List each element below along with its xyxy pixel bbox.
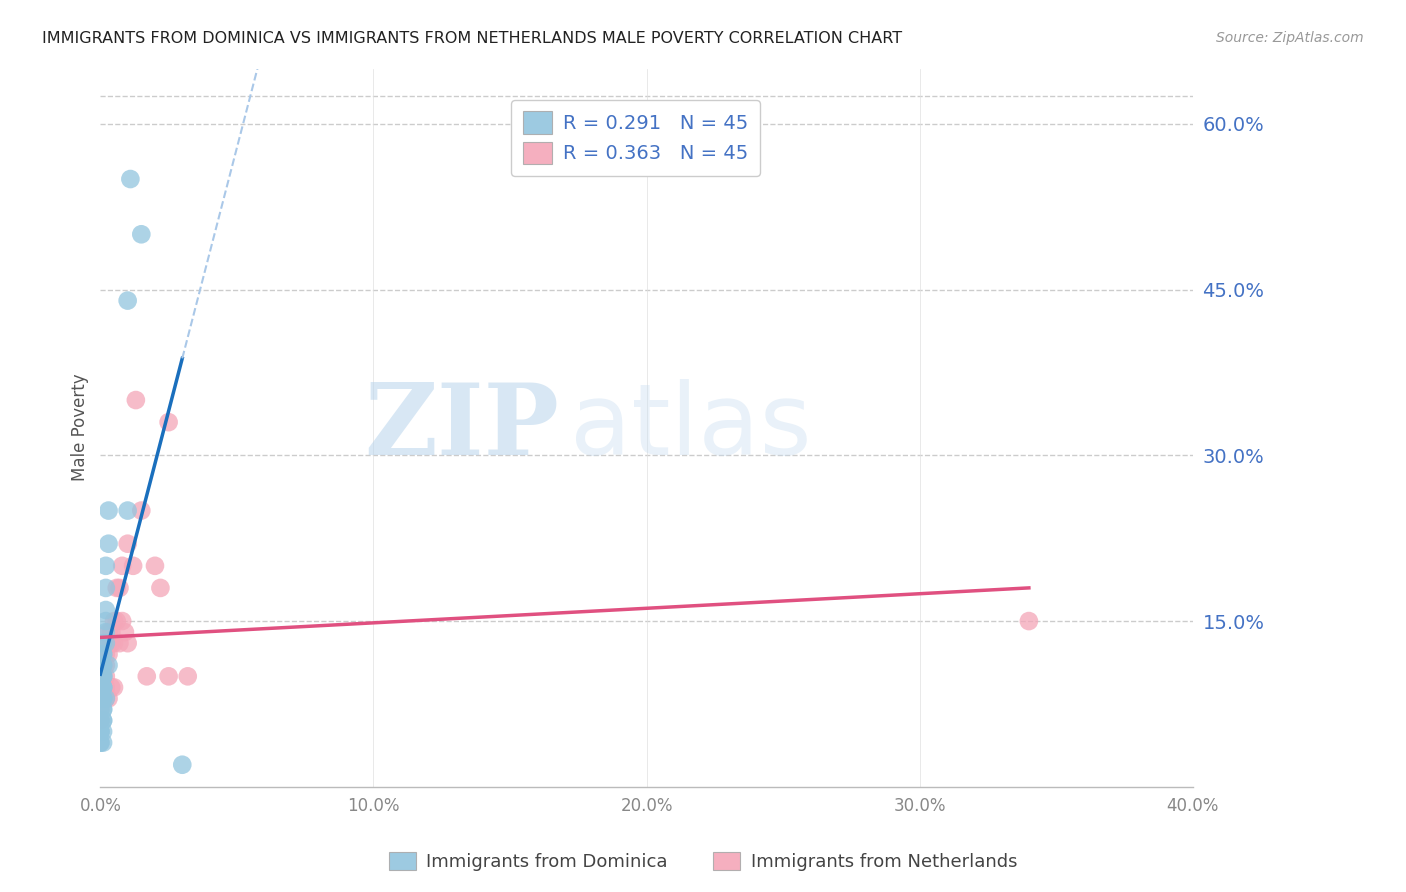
Point (97, 537, 120, 551)
Point (91, 681, 114, 695)
Point (89, 714, 111, 728)
Point (91, 681, 114, 695)
Point (91, 714, 114, 728)
Point (91, 681, 114, 695)
Point (91, 658, 114, 673)
Point (89, 724, 111, 739)
Point (108, 636, 131, 650)
Point (91, 658, 114, 673)
Point (94, 603, 117, 617)
Y-axis label: Male Poverty: Male Poverty (72, 374, 89, 482)
Text: Source: ZipAtlas.com: Source: ZipAtlas.com (1216, 31, 1364, 45)
Point (97, 658, 120, 673)
Point (91, 658, 114, 673)
Point (122, 558, 145, 573)
Point (94, 669, 117, 683)
Point (103, 614, 125, 628)
Point (120, 172, 142, 186)
Point (131, 227, 153, 242)
Point (91, 702, 114, 716)
Point (89, 736, 111, 750)
Point (100, 636, 122, 650)
Point (94, 558, 117, 573)
Point (94, 681, 117, 695)
Point (89, 714, 111, 728)
Point (105, 614, 128, 628)
Point (94, 658, 117, 673)
Point (91, 669, 114, 683)
Point (97, 625, 120, 640)
Point (89, 669, 111, 683)
Point (91, 647, 114, 661)
Point (177, 669, 200, 683)
Point (89, 724, 111, 739)
Point (91, 669, 114, 683)
Point (97, 503, 120, 517)
Point (131, 503, 153, 517)
Point (91, 702, 114, 716)
Point (100, 625, 122, 640)
Point (97, 647, 120, 661)
Point (89, 681, 111, 695)
Point (94, 647, 117, 661)
Point (94, 581, 117, 595)
Point (157, 669, 180, 683)
Point (91, 681, 114, 695)
Point (117, 636, 139, 650)
Point (91, 647, 114, 661)
Point (103, 681, 125, 695)
Point (91, 691, 114, 706)
Point (1018, 614, 1040, 628)
Point (91, 669, 114, 683)
Point (117, 537, 139, 551)
Point (100, 681, 122, 695)
Point (135, 669, 157, 683)
Point (89, 702, 111, 716)
Point (103, 636, 125, 650)
Point (149, 581, 172, 595)
Point (91, 714, 114, 728)
Point (91, 736, 114, 750)
Point (89, 691, 111, 706)
Point (114, 625, 136, 640)
Point (91, 669, 114, 683)
Point (94, 691, 117, 706)
Point (97, 691, 120, 706)
Point (117, 293, 139, 308)
Point (157, 415, 180, 429)
Point (94, 636, 117, 650)
Point (89, 714, 111, 728)
Point (143, 558, 166, 573)
Point (94, 625, 117, 640)
Point (111, 614, 134, 628)
Point (94, 614, 117, 628)
Point (89, 736, 111, 750)
Point (105, 581, 128, 595)
Point (91, 691, 114, 706)
Point (89, 724, 111, 739)
Legend: R = 0.291   N = 45, R = 0.363   N = 45: R = 0.291 N = 45, R = 0.363 N = 45 (510, 100, 761, 176)
Point (89, 702, 111, 716)
Point (89, 691, 111, 706)
Text: IMMIGRANTS FROM DOMINICA VS IMMIGRANTS FROM NETHERLANDS MALE POVERTY CORRELATION: IMMIGRANTS FROM DOMINICA VS IMMIGRANTS F… (42, 31, 903, 46)
Legend: Immigrants from Dominica, Immigrants from Netherlands: Immigrants from Dominica, Immigrants fro… (381, 845, 1025, 879)
Point (97, 636, 120, 650)
Point (117, 503, 139, 517)
Point (108, 581, 131, 595)
Point (172, 757, 194, 772)
Point (125, 392, 148, 407)
Text: ZIP: ZIP (364, 379, 560, 476)
Point (94, 691, 117, 706)
Point (111, 558, 134, 573)
Point (91, 647, 114, 661)
Point (91, 691, 114, 706)
Point (94, 636, 117, 650)
Point (91, 636, 114, 650)
Point (91, 691, 114, 706)
Point (89, 681, 111, 695)
Point (91, 724, 114, 739)
Text: atlas: atlas (569, 379, 811, 476)
